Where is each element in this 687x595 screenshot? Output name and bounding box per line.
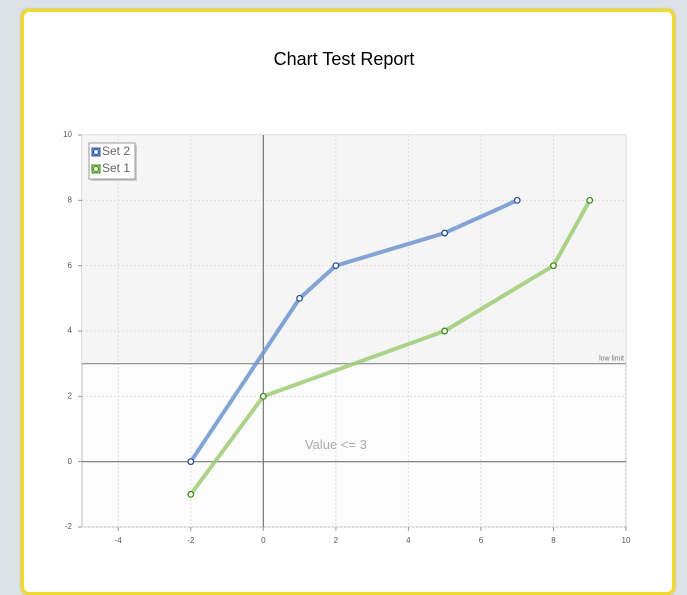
chart: Chart Test Report -2 0 2 4 6 8 10 -4 -2 0 2 4 6 8 10 lo… bbox=[63, 49, 631, 545]
data-point bbox=[550, 262, 557, 270]
x-tick-label: 8 bbox=[551, 536, 556, 545]
x-tick-label: 10 bbox=[622, 536, 631, 545]
legend-label: Set 1 bbox=[102, 161, 130, 175]
x-tick-label: -4 bbox=[115, 536, 123, 545]
legend-label: Set 2 bbox=[102, 144, 130, 158]
data-point bbox=[187, 490, 195, 498]
data-point bbox=[441, 327, 449, 335]
y-tick-label: 2 bbox=[68, 391, 73, 400]
y-tick-label: 6 bbox=[68, 261, 73, 270]
chart-title: Chart Test Report bbox=[274, 49, 415, 69]
page: {"chart_data": {"type": "line", "title":… bbox=[21, 9, 675, 595]
y-tick-label: 10 bbox=[63, 130, 72, 139]
y-tick-label: 4 bbox=[68, 326, 73, 335]
data-point bbox=[441, 229, 449, 237]
data-point bbox=[296, 294, 304, 302]
x-tick-label: 2 bbox=[334, 536, 339, 545]
x-tick-label: 0 bbox=[261, 536, 266, 545]
data-point bbox=[513, 196, 521, 204]
data-point bbox=[259, 392, 267, 400]
legend-marker bbox=[93, 166, 99, 172]
x-tick-label: -2 bbox=[187, 536, 195, 545]
annotation: Value <= 3 bbox=[305, 437, 367, 452]
legend-marker bbox=[93, 149, 99, 155]
reference-label: low limit bbox=[599, 356, 624, 363]
x-tick-label: 6 bbox=[479, 536, 484, 545]
y-tick-label: -2 bbox=[65, 522, 73, 531]
y-tick-label: 0 bbox=[68, 457, 73, 466]
y-tick-label: 8 bbox=[68, 195, 73, 204]
shaded-region bbox=[82, 135, 626, 364]
data-point bbox=[332, 262, 340, 270]
data-point bbox=[586, 196, 594, 204]
x-tick-label: 4 bbox=[406, 536, 411, 545]
data-point bbox=[187, 458, 195, 466]
